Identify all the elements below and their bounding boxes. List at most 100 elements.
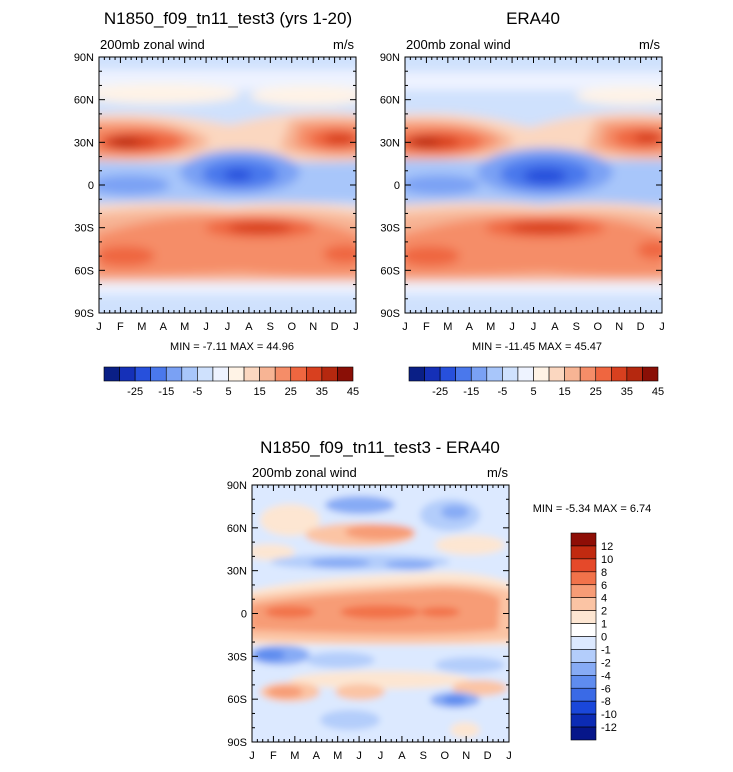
colorbar-swatch [570,662,597,676]
colorbar-swatch [212,366,229,382]
x-tick-label: J [659,321,665,333]
x-tick-label: A [551,321,559,333]
x-tick-label: J [356,750,362,762]
colorbar-label: 5 [530,386,536,398]
colorbar-swatch [533,366,550,382]
x-tick-label: A [313,750,321,762]
panel-obs-left-label: 200mb zonal wind [406,37,511,52]
colorbar-label: 45 [347,386,359,398]
x-tick-label: N [615,321,623,333]
panel-model: N1850_f09_tn11_test3 (yrs 1-20) 200mb zo… [74,9,359,398]
panel-diff-stats: MIN = -5.34 MAX = 6.74 [533,503,652,515]
x-tick-label: J [509,321,515,333]
colorbar-swatch [570,636,597,650]
y-tick-label: 30S [74,223,94,235]
panel-obs-colorbar: -25 -15 -5 5 15 25 35 45 [408,366,664,398]
x-tick-label: J [506,750,512,762]
colorbar-swatch [570,713,597,728]
x-tick-label: D [637,321,645,333]
colorbar-swatch [502,366,519,382]
colorbar-swatch [570,610,597,624]
colorbar-swatch [424,366,441,382]
y-tick-label: 60N [74,95,94,107]
panel-model-stats: MIN = -7.11 MAX = 44.96 [170,341,294,353]
colorbar-swatch [626,366,643,382]
colorbar-swatch [570,584,597,598]
y-tick-label: 30N [74,137,94,149]
colorbar-swatch [611,366,628,382]
colorbar-swatch [642,366,659,382]
colorbar-label: -25 [432,386,448,398]
colorbar-label: 4 [601,593,607,605]
x-tick-label: A [466,321,474,333]
x-tick-label: S [420,750,427,762]
panel-model-colorbar: -25 -15 -5 5 15 25 35 45 [103,366,359,398]
y-tick-label: 90S [227,737,247,749]
x-tick-label: J [203,321,209,333]
colorbar-swatch [570,597,597,611]
colorbar-swatch [274,366,292,382]
colorbar-label: -1 [601,644,611,656]
x-tick-label: S [267,321,274,333]
colorbar-swatch [570,558,597,573]
x-tick-label: F [270,750,277,762]
colorbar-label: -8 [601,696,611,708]
colorbar-swatch [579,366,597,382]
colorbar-swatch [570,687,597,702]
colorbar-label: 25 [590,386,602,398]
colorbar-label: 6 [601,580,607,592]
colorbar-swatch [517,366,534,382]
x-tick-label: J [96,321,102,333]
x-tick-label: N [309,321,317,333]
x-tick-label: F [423,321,430,333]
colorbar-swatch [564,366,581,382]
colorbar-label: 1 [601,619,607,631]
colorbar-swatch [455,366,472,382]
y-tick-label: 30S [227,651,247,663]
colorbar-swatch [570,623,597,637]
colorbar-label: 25 [285,386,297,398]
colorbar-label: 5 [225,386,231,398]
y-tick-label: 90S [74,308,94,320]
colorbar-label: -25 [127,386,143,398]
colorbar-label: 0 [601,632,607,644]
colorbar-swatch [486,366,503,382]
colorbar-swatch [570,571,597,586]
colorbar-label: 15 [254,386,266,398]
x-tick-label: A [398,750,406,762]
x-tick-label: J [225,321,231,333]
x-tick-label: M [443,321,452,333]
y-tick-label: 90N [227,480,247,492]
colorbar-swatch [119,366,136,382]
colorbar-label: 15 [559,386,571,398]
y-tick-label: 30S [380,223,400,235]
colorbar-swatch [197,366,214,382]
colorbar-swatch [337,366,354,382]
y-tick-label: 90S [380,308,400,320]
panel-diff: N1850_f09_tn11_test3 - ERA40 200mb zonal… [227,438,652,762]
colorbar-label: 45 [652,386,664,398]
y-tick-label: 60N [380,95,400,107]
panel-obs-title: ERA40 [506,9,560,28]
x-tick-label: M [180,321,189,333]
colorbar-label: -6 [601,683,611,695]
x-tick-label: F [117,321,124,333]
x-tick-label: O [440,750,449,762]
panel-obs: ERA40 200mb zonal wind m/s [380,9,665,398]
y-tick-label: 0 [88,180,94,192]
y-tick-label: 60S [74,265,94,277]
panel-model-left-label: 200mb zonal wind [100,37,205,52]
y-tick-label: 30N [380,137,400,149]
colorbar-swatch [439,366,456,382]
x-tick-label: D [331,321,339,333]
x-tick-label: A [160,321,168,333]
colorbar-label: -2 [601,657,611,669]
colorbar-label: -15 [463,386,479,398]
panel-diff-field [252,485,509,742]
x-tick-label: M [137,321,146,333]
colorbar-label: 35 [316,386,328,398]
x-tick-label: M [290,750,299,762]
x-tick-label: M [333,750,342,762]
